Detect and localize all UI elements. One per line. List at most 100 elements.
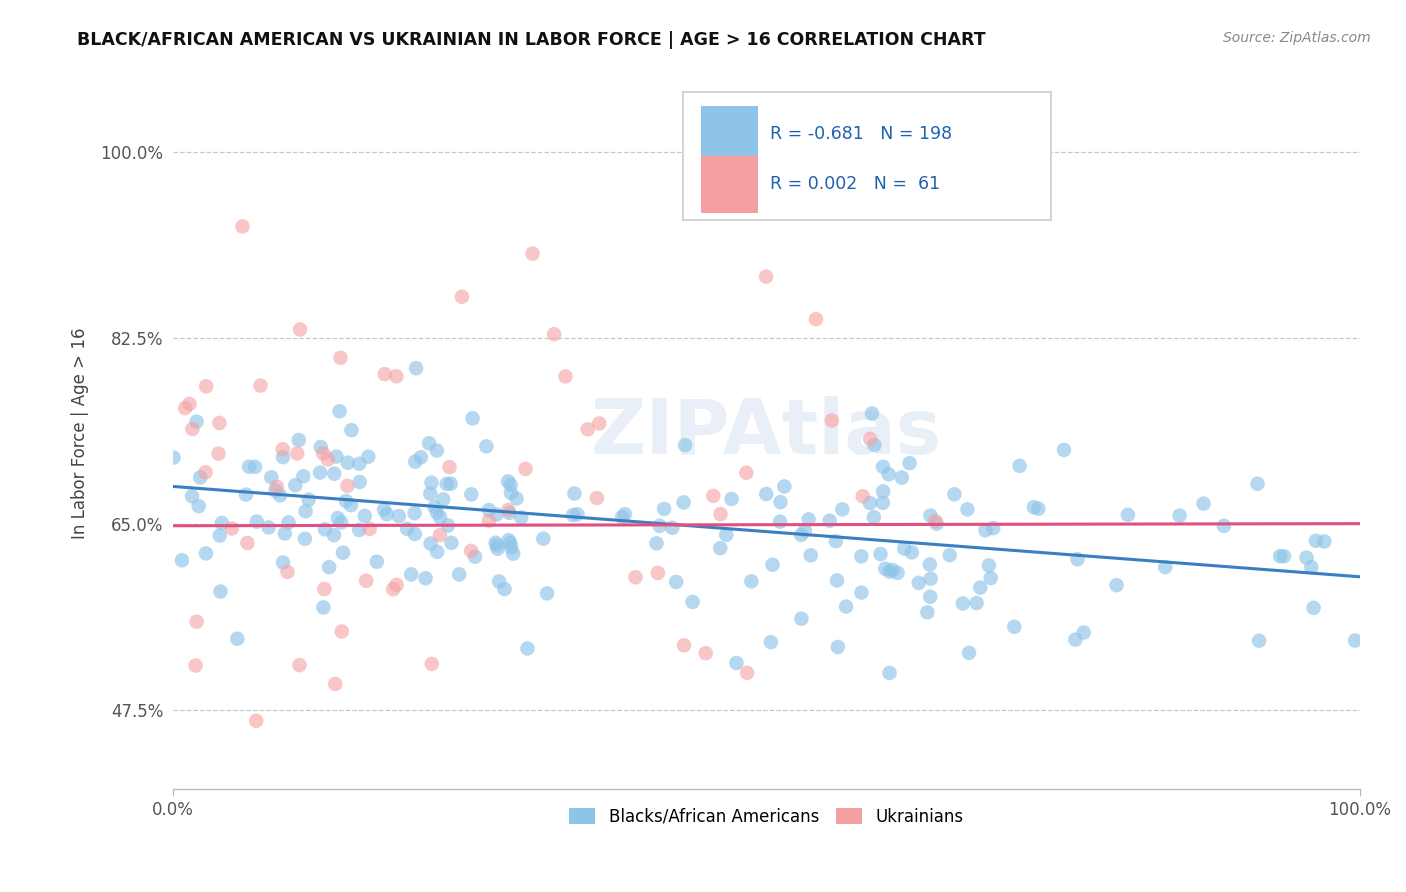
- Point: [460, 544, 482, 558]
- Point: [298, 492, 321, 507]
- Point: [612, 510, 634, 524]
- Point: [316, 452, 339, 467]
- Point: [957, 646, 980, 660]
- Legend: Blacks/African Americans, Ukrainians: Blacks/African Americans, Ukrainians: [561, 799, 972, 834]
- Point: [1008, 458, 1031, 473]
- Point: [409, 450, 432, 465]
- Point: [336, 456, 359, 470]
- Point: [284, 478, 307, 492]
- Point: [966, 596, 988, 610]
- Point: [1105, 578, 1128, 592]
- Point: [852, 489, 875, 503]
- Point: [735, 665, 758, 680]
- Point: [1305, 533, 1327, 548]
- Point: [956, 502, 979, 516]
- Point: [554, 369, 576, 384]
- FancyBboxPatch shape: [702, 106, 758, 163]
- Point: [449, 567, 471, 582]
- Point: [505, 491, 527, 506]
- Point: [485, 538, 508, 552]
- Point: [672, 495, 695, 509]
- Point: [510, 510, 533, 524]
- Point: [326, 511, 349, 525]
- Point: [186, 415, 208, 429]
- Point: [920, 590, 942, 604]
- Point: [709, 507, 731, 521]
- Point: [804, 312, 827, 326]
- Point: [404, 527, 426, 541]
- Point: [211, 516, 233, 530]
- Point: [440, 536, 463, 550]
- Point: [243, 459, 266, 474]
- Point: [800, 549, 823, 563]
- Point: [194, 546, 217, 560]
- Point: [420, 475, 443, 490]
- Point: [277, 516, 299, 530]
- Point: [426, 506, 449, 520]
- Point: [266, 480, 288, 494]
- Point: [257, 520, 280, 534]
- Point: [740, 574, 762, 589]
- Point: [245, 714, 267, 728]
- Point: [1073, 625, 1095, 640]
- Point: [309, 440, 332, 454]
- Point: [925, 516, 948, 531]
- Point: [209, 584, 232, 599]
- Point: [716, 528, 738, 542]
- Point: [494, 582, 516, 596]
- Point: [274, 526, 297, 541]
- Point: [1268, 549, 1291, 563]
- Point: [347, 523, 370, 537]
- Point: [647, 566, 669, 580]
- Point: [797, 512, 820, 526]
- Point: [486, 541, 509, 556]
- Point: [231, 219, 253, 234]
- Point: [186, 615, 208, 629]
- Point: [162, 450, 184, 465]
- Point: [208, 528, 231, 542]
- Point: [287, 433, 309, 447]
- Point: [478, 514, 501, 528]
- Point: [419, 486, 441, 500]
- Point: [236, 536, 259, 550]
- Point: [860, 407, 883, 421]
- Point: [515, 462, 537, 476]
- Point: [181, 422, 204, 436]
- Point: [419, 536, 441, 550]
- Point: [354, 574, 377, 588]
- Point: [673, 438, 696, 452]
- Point: [323, 528, 346, 542]
- Point: [920, 508, 942, 523]
- Point: [890, 470, 912, 484]
- Point: [863, 510, 886, 524]
- Point: [288, 322, 311, 336]
- Point: [588, 417, 610, 431]
- Point: [309, 466, 332, 480]
- Point: [1002, 620, 1025, 634]
- Point: [872, 459, 894, 474]
- Point: [318, 560, 340, 574]
- Point: [373, 502, 395, 516]
- Point: [174, 401, 197, 416]
- Point: [536, 586, 558, 600]
- Point: [576, 422, 599, 436]
- Point: [170, 553, 193, 567]
- Point: [1272, 549, 1295, 564]
- Point: [702, 489, 724, 503]
- Point: [475, 439, 498, 453]
- Point: [388, 509, 411, 524]
- Point: [404, 506, 426, 520]
- Point: [863, 438, 886, 452]
- Point: [440, 476, 463, 491]
- Point: [851, 585, 873, 599]
- Point: [436, 477, 458, 491]
- Point: [349, 457, 371, 471]
- Point: [426, 545, 449, 559]
- Point: [1302, 600, 1324, 615]
- Point: [187, 499, 209, 513]
- Point: [336, 479, 359, 493]
- Point: [359, 522, 381, 536]
- Point: [585, 491, 607, 505]
- Point: [429, 528, 451, 542]
- Point: [824, 534, 846, 549]
